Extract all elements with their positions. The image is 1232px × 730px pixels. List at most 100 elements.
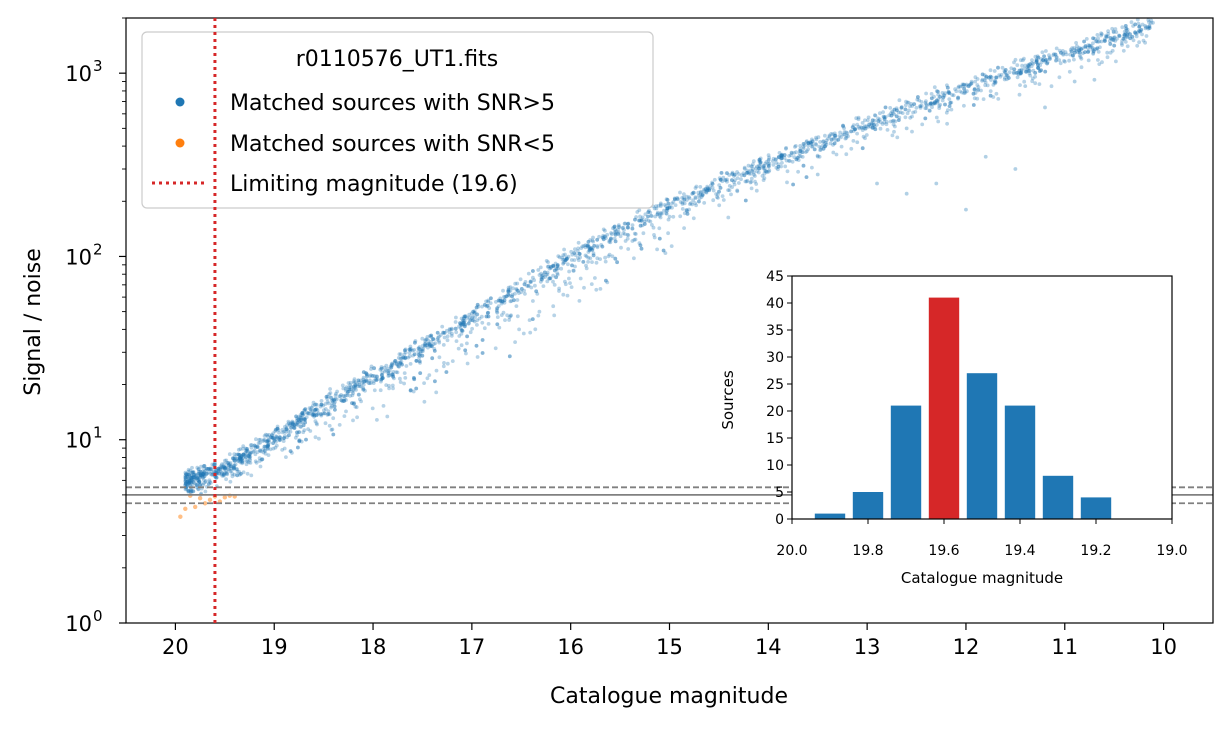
scatter-point-snr-above-5: [844, 130, 849, 135]
scatter-point-snr-above-5: [837, 134, 842, 139]
scatter-point-snr-above-5: [389, 362, 394, 367]
scatter-point-snr-above-5: [1006, 76, 1011, 80]
inset-x-tick-label: 19.6: [928, 543, 959, 559]
scatter-point-snr-above-5: [528, 280, 533, 284]
scatter-point-snr-above-5: [292, 423, 297, 427]
scatter-point-snr-above-5: [355, 384, 360, 389]
scatter-point-snr-above-5: [981, 97, 986, 101]
scatter-point-snr-above-5: [442, 331, 447, 335]
scatter-point-snr-above-5: [343, 386, 348, 391]
scatter-point-snr-above-5: [218, 469, 223, 474]
scatter-point-snr-above-5: [1025, 65, 1030, 70]
scatter-point-snr-above-5: [730, 185, 734, 190]
scatter-point-snr-above-5: [903, 107, 908, 112]
scatter-point-snr-above-5: [506, 288, 511, 293]
scatter-point-snr-above-5: [186, 472, 190, 477]
scatter-point-snr-above-5: [871, 121, 875, 126]
scatter-point-snr-above-5: [844, 136, 849, 140]
scatter-point-snr-above-5: [185, 480, 189, 484]
scatter-point-snr-above-5: [732, 182, 737, 187]
scatter-point-snr-above-5: [430, 356, 435, 361]
scatter-point-snr-above-5: [412, 352, 417, 357]
scatter-point-snr-above-5: [987, 75, 991, 80]
scatter-point-snr-above-5: [484, 314, 489, 319]
scatter-point-snr-above-5: [460, 329, 465, 333]
scatter-point-snr-above-5: [458, 321, 462, 326]
scatter-point-snr-above-5: [227, 467, 231, 472]
scatter-point-snr-above-5: [680, 200, 685, 205]
scatter-point-snr-above-5: [637, 218, 642, 223]
scatter-point-snr-above-5: [975, 77, 980, 81]
scatter-point-snr-above-5: [189, 480, 194, 485]
scatter-point-snr-above-5: [643, 212, 648, 217]
scatter-point-snr-above-5: [361, 370, 366, 374]
scatter-point-snr-above-5: [966, 84, 971, 89]
scatter-point-snr-above-5: [1079, 47, 1083, 51]
scatter-point-snr-above-5: [868, 124, 873, 129]
scatter-point-snr-above-5: [190, 475, 195, 480]
scatter-point-snr-above-5: [873, 113, 877, 118]
scatter-point-snr-above-5: [253, 445, 258, 450]
scatter-point-snr-above-5: [194, 475, 199, 480]
scatter-point-snr-above-5: [417, 359, 422, 364]
scatter-point-snr-above-5: [282, 446, 287, 451]
scatter-point-snr-above-5: [323, 421, 328, 426]
scatter-point-snr-above-5: [253, 444, 258, 449]
scatter-point-snr-above-5: [590, 246, 595, 251]
scatter-point-snr-above-5: [533, 283, 537, 288]
scatter-point-snr-above-5: [595, 237, 600, 242]
scatter-point-snr-above-5: [555, 264, 560, 268]
scatter-point-snr-above-5: [353, 380, 358, 385]
scatter-point-snr-above-5: [291, 425, 295, 429]
scatter-point-snr-above-5: [187, 478, 192, 483]
scatter-point-snr-above-5: [551, 264, 556, 268]
scatter-point-snr-above-5: [274, 440, 278, 444]
scatter-point-snr-above-5: [1135, 18, 1140, 22]
scatter-point-snr-above-5: [207, 478, 212, 483]
scatter-point-snr-above-5: [511, 286, 515, 291]
scatter-point-snr-above-5: [414, 359, 419, 363]
scatter-point-snr-above-5: [187, 480, 192, 485]
scatter-point-snr-above-5: [782, 153, 787, 157]
scatter-point-snr-above-5: [543, 275, 548, 279]
scatter-point-snr-above-5: [976, 85, 981, 89]
scatter-point-snr-above-5: [477, 316, 482, 321]
scatter-point-snr-above-5: [418, 354, 422, 358]
scatter-point-snr-above-5: [186, 469, 191, 474]
scatter-point-snr-above-5: [525, 284, 529, 288]
scatter-point-snr-above-5: [762, 171, 767, 176]
scatter-point-snr-above-5: [1147, 20, 1151, 25]
scatter-point-snr-above-5: [1105, 50, 1110, 55]
scatter-point-snr-above-5: [1058, 61, 1063, 66]
scatter-point-snr-above-5: [1063, 50, 1068, 55]
scatter-point-snr-above-5: [329, 404, 334, 408]
scatter-point-snr-above-5: [389, 365, 394, 370]
scatter-point-snr-above-5: [273, 427, 278, 432]
scatter-point-snr-above-5: [418, 371, 423, 375]
scatter-point-snr-above-5: [190, 470, 195, 475]
scatter-point-snr-above-5: [193, 474, 198, 478]
scatter-point-snr-above-5: [757, 157, 762, 162]
scatter-point-snr-above-5: [187, 481, 192, 485]
scatter-point-snr-above-5: [502, 295, 506, 299]
scatter-point-snr-above-5: [771, 163, 776, 167]
scatter-point-snr-above-5: [878, 120, 883, 125]
scatter-point-snr-above-5: [489, 296, 493, 301]
scatter-point-snr-above-5: [727, 173, 732, 177]
scatter-point-snr-above-5: [231, 456, 235, 461]
scatter-point-snr-above-5: [991, 83, 996, 87]
scatter-point-snr-above-5: [784, 146, 788, 150]
scatter-point-snr-above-5: [396, 360, 401, 365]
scatter-point-snr-above-5: [432, 347, 437, 351]
scatter-point-snr-above-5: [220, 473, 225, 478]
scatter-point-snr-above-5: [766, 165, 771, 169]
scatter-point-snr-above-5: [278, 438, 282, 442]
scatter-point-snr-above-5: [440, 324, 445, 329]
scatter-point-snr-above-5: [300, 411, 305, 416]
scatter-point-snr-above-5: [1074, 47, 1079, 51]
scatter-point-snr-above-5: [762, 166, 767, 171]
scatter-point-snr-above-5: [846, 134, 850, 139]
scatter-point-snr-above-5: [1040, 50, 1045, 55]
scatter-point-snr-above-5: [994, 75, 999, 80]
